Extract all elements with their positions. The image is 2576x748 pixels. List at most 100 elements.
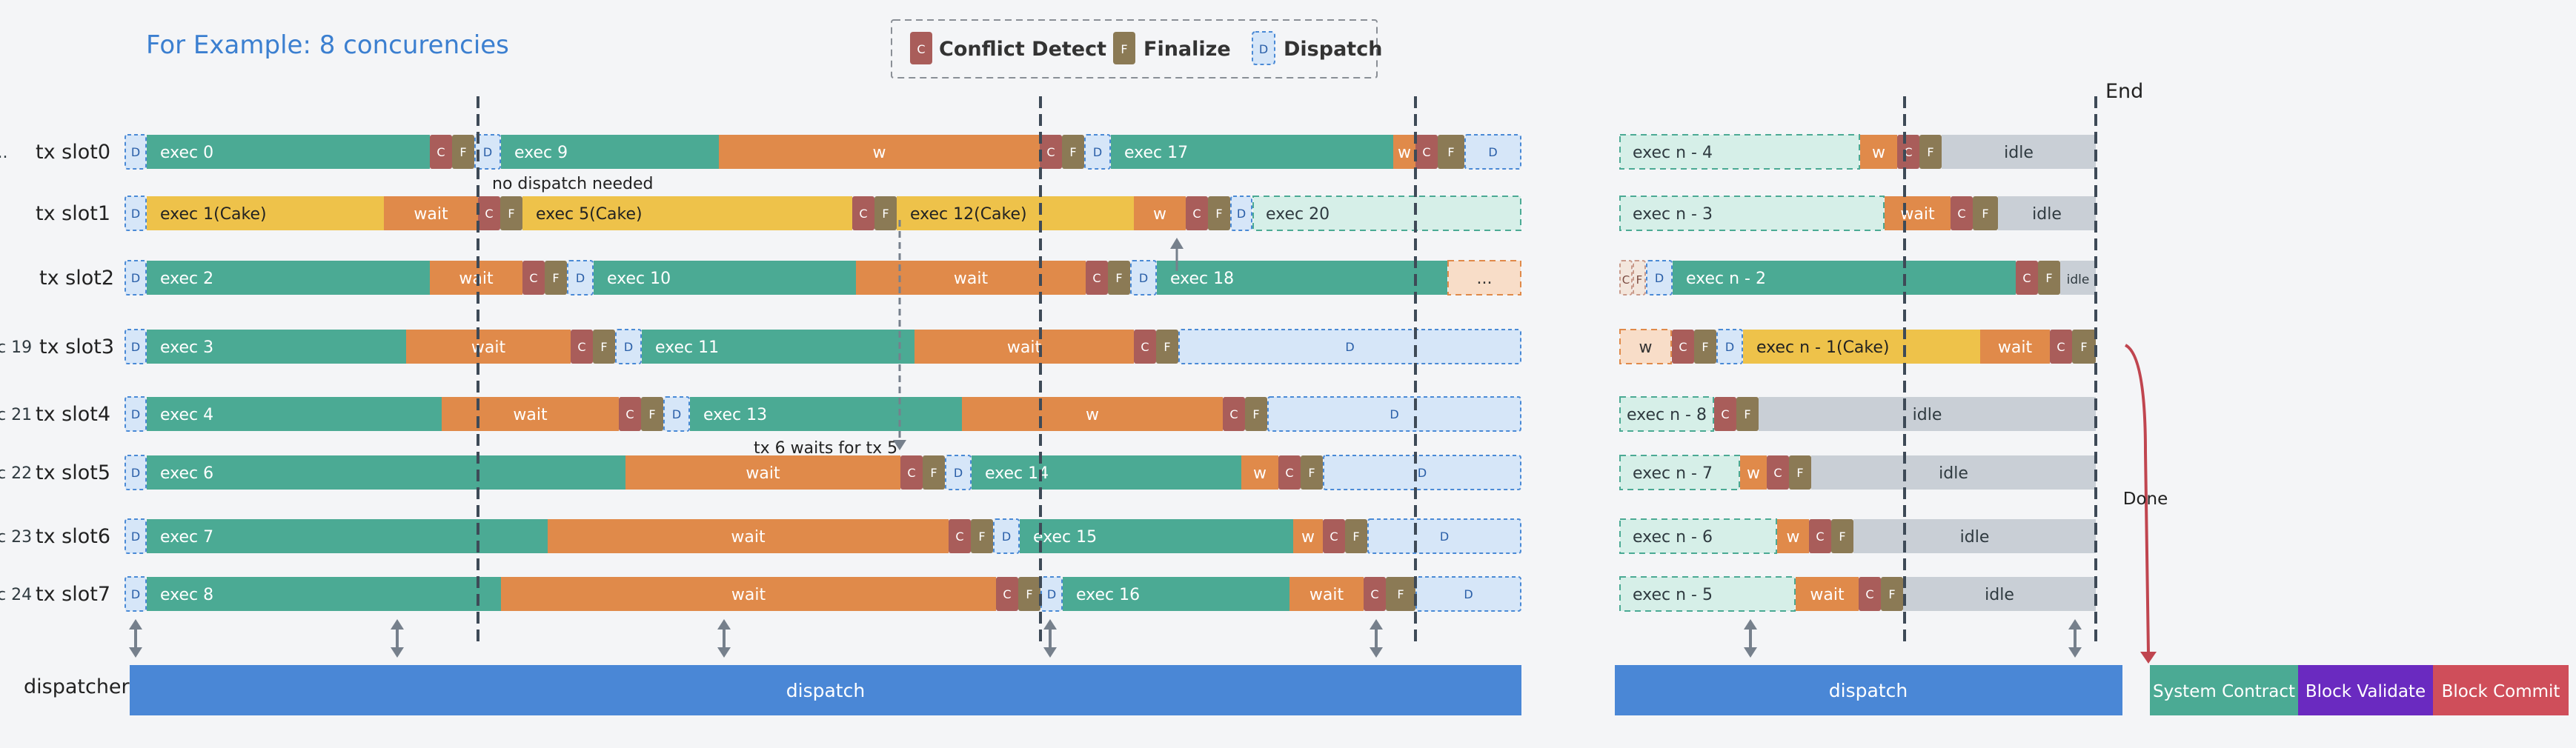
idle-block-label: idle bbox=[1939, 464, 1968, 483]
finalize-marker bbox=[2038, 261, 2060, 295]
conflict-detect-marker-letter: C bbox=[1285, 466, 1293, 480]
exec-block bbox=[147, 577, 501, 611]
dispatch-marker bbox=[567, 260, 594, 295]
idle-block bbox=[1903, 577, 2096, 611]
finalize-marker-letter: F bbox=[978, 530, 985, 544]
cake-exec-block-label: exec n - 1(Cake) bbox=[1756, 338, 1889, 357]
exec-block bbox=[1063, 577, 1289, 611]
finalize-marker bbox=[1108, 261, 1130, 295]
conflict-detect-marker bbox=[996, 577, 1018, 611]
dispatch-marker bbox=[615, 329, 642, 364]
dispatch-marker-letter: D bbox=[576, 271, 585, 285]
pending-overflow-block bbox=[1447, 260, 1521, 295]
wait-block-label: w bbox=[1872, 144, 1885, 162]
slot-label-7: tx slot7 bbox=[36, 583, 110, 606]
wait-block bbox=[1796, 577, 1859, 611]
dispatch-arrow-down-head bbox=[1744, 647, 1757, 658]
exec-block bbox=[594, 261, 856, 295]
done-curve bbox=[2124, 344, 2150, 654]
conflict-detect-marker-letter: C bbox=[2057, 340, 2065, 354]
dispatch-marker bbox=[1084, 134, 1111, 170]
slot-label-0: tx slot0 bbox=[36, 141, 110, 164]
pending-exec-block bbox=[1619, 196, 1885, 231]
conflict-detect-marker bbox=[1186, 196, 1208, 230]
wait-block bbox=[962, 397, 1223, 431]
dispatch-marker bbox=[945, 455, 972, 490]
wait-block bbox=[625, 455, 900, 490]
legend-conflict-letter: C bbox=[917, 42, 925, 56]
conflict-detect-marker bbox=[619, 397, 641, 431]
conflict-detect-marker-letter: C bbox=[485, 207, 493, 221]
finalize-marker-letter: F bbox=[1796, 466, 1803, 480]
wait-block bbox=[1289, 577, 1364, 611]
exec-block-label: exec 8 bbox=[160, 586, 213, 604]
pending-exec-block bbox=[1619, 455, 1740, 490]
slot-label-5: tx slot5 bbox=[36, 461, 110, 484]
exec-block bbox=[147, 135, 430, 169]
finalize-marker-letter: F bbox=[1397, 587, 1404, 601]
dispatch-arrow-down-head bbox=[391, 647, 404, 658]
stage-dividers bbox=[477, 96, 2097, 644]
finalize-marker-letter: F bbox=[1308, 466, 1315, 480]
finalize-marker bbox=[545, 261, 567, 295]
finalize-marker-letter: F bbox=[1744, 407, 1750, 421]
exec-block-label: exec 13 bbox=[703, 406, 767, 424]
wait-block bbox=[501, 577, 996, 611]
cake-exec-block-label: exec 1(Cake) bbox=[160, 205, 267, 224]
conflict-detect-marker bbox=[1809, 519, 1831, 553]
idle-block bbox=[1942, 135, 2096, 169]
dispatch-arrow-up-head bbox=[391, 619, 404, 630]
dispatch-marker-letter: D bbox=[1725, 340, 1734, 354]
pending-marker-label: C bbox=[1622, 273, 1630, 287]
dispatch-marker-letter: D bbox=[131, 207, 140, 221]
finalize-marker-letter: F bbox=[1839, 530, 1845, 544]
conflict-detect-marker bbox=[522, 261, 545, 295]
dispatch-marker-letter: D bbox=[1139, 271, 1148, 285]
cake-exec-block bbox=[1743, 330, 1980, 364]
dispatch-bar-main-label: dispatch bbox=[786, 680, 865, 701]
dispatch-bar-tail bbox=[1615, 665, 2122, 715]
dispatch-marker-letter: D bbox=[672, 407, 681, 421]
dispatch-marker-letter: D bbox=[131, 340, 140, 354]
wait-block bbox=[1777, 519, 1809, 553]
finalize-marker-letter: F bbox=[648, 407, 655, 421]
finalize-marker bbox=[452, 135, 474, 169]
dispatch-marker-letter: D bbox=[1464, 587, 1473, 601]
slot-label-1: tx slot1 bbox=[36, 202, 110, 225]
finalize-marker bbox=[1831, 519, 1853, 553]
dispatch-marker-letter: D bbox=[131, 271, 140, 285]
cake-exec-block bbox=[897, 196, 1134, 230]
dispatch-marker-letter: D bbox=[954, 466, 963, 480]
legend-finalize-letter: F bbox=[1121, 42, 1127, 56]
conflict-detect-marker-letter: C bbox=[1046, 145, 1055, 159]
pending-exec-block bbox=[1619, 576, 1796, 612]
conflict-detect-marker-letter: C bbox=[1865, 587, 1873, 601]
finalize-marker-letter: F bbox=[600, 340, 607, 354]
exec-block bbox=[1673, 261, 2016, 295]
wait-block bbox=[548, 519, 949, 553]
finalize-marker bbox=[593, 330, 615, 364]
slot-labels: tx slot0 tx slot1 tx slot2 tx slot3 tx slot4… bbox=[36, 141, 114, 606]
finalize-marker-letter: F bbox=[882, 207, 889, 221]
finalize-marker-letter: F bbox=[1927, 145, 1933, 159]
wait-block-label: w bbox=[873, 144, 886, 162]
finalize-marker bbox=[1156, 330, 1178, 364]
exec-block-label: exec 0 bbox=[160, 144, 213, 162]
dispatch-marker bbox=[1367, 518, 1521, 554]
exec-block-label: exec 9 bbox=[514, 144, 568, 162]
slot-label-2: tx slot2 bbox=[39, 267, 114, 290]
conflict-detect-marker-letter: C bbox=[436, 145, 445, 159]
final-block-label-2: Block Commit bbox=[2442, 682, 2560, 701]
finalize-marker-letter: F bbox=[1026, 587, 1032, 601]
finalize-marker bbox=[1736, 397, 1759, 431]
exec-block-label: exec 18 bbox=[1170, 270, 1234, 288]
finalize-marker-letter: F bbox=[1252, 407, 1259, 421]
dispatch-marker bbox=[125, 260, 147, 295]
conflict-detect-marker bbox=[1951, 196, 1973, 230]
final-block-label-1: Block Validate bbox=[2306, 682, 2426, 701]
pending-exec-block-label: exec 19 bbox=[0, 338, 32, 357]
exec-block-label: exec 15 bbox=[1033, 528, 1097, 547]
conflict-detect-marker bbox=[1897, 135, 1919, 169]
wait-block-label: wait bbox=[746, 464, 780, 483]
